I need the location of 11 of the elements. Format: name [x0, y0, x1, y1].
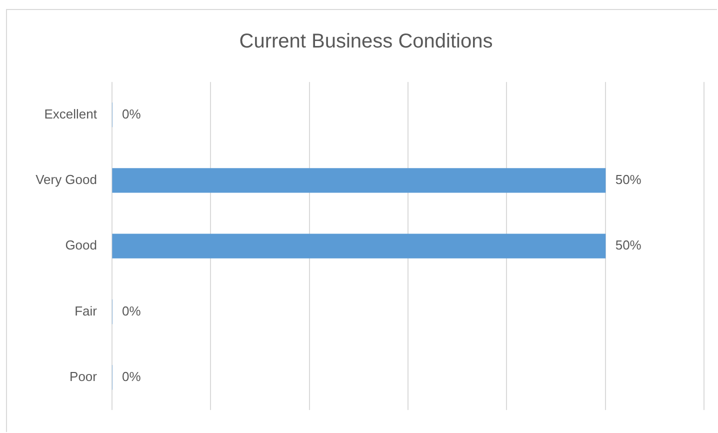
data-label: 0% — [122, 368, 142, 384]
y-tick-label: Good — [65, 238, 97, 253]
chart-title: Current Business Conditions — [239, 30, 493, 53]
y-tick-label: Excellent — [44, 106, 98, 122]
data-label: 50% — [615, 172, 642, 188]
data-label: 50% — [615, 238, 642, 253]
y-tick-label: Fair — [74, 303, 98, 318]
data-label: 0% — [122, 303, 142, 318]
y-tick-label: Poor — [70, 368, 98, 384]
data-label: 0% — [122, 106, 142, 122]
y-tick-label: Very Good — [36, 172, 97, 188]
